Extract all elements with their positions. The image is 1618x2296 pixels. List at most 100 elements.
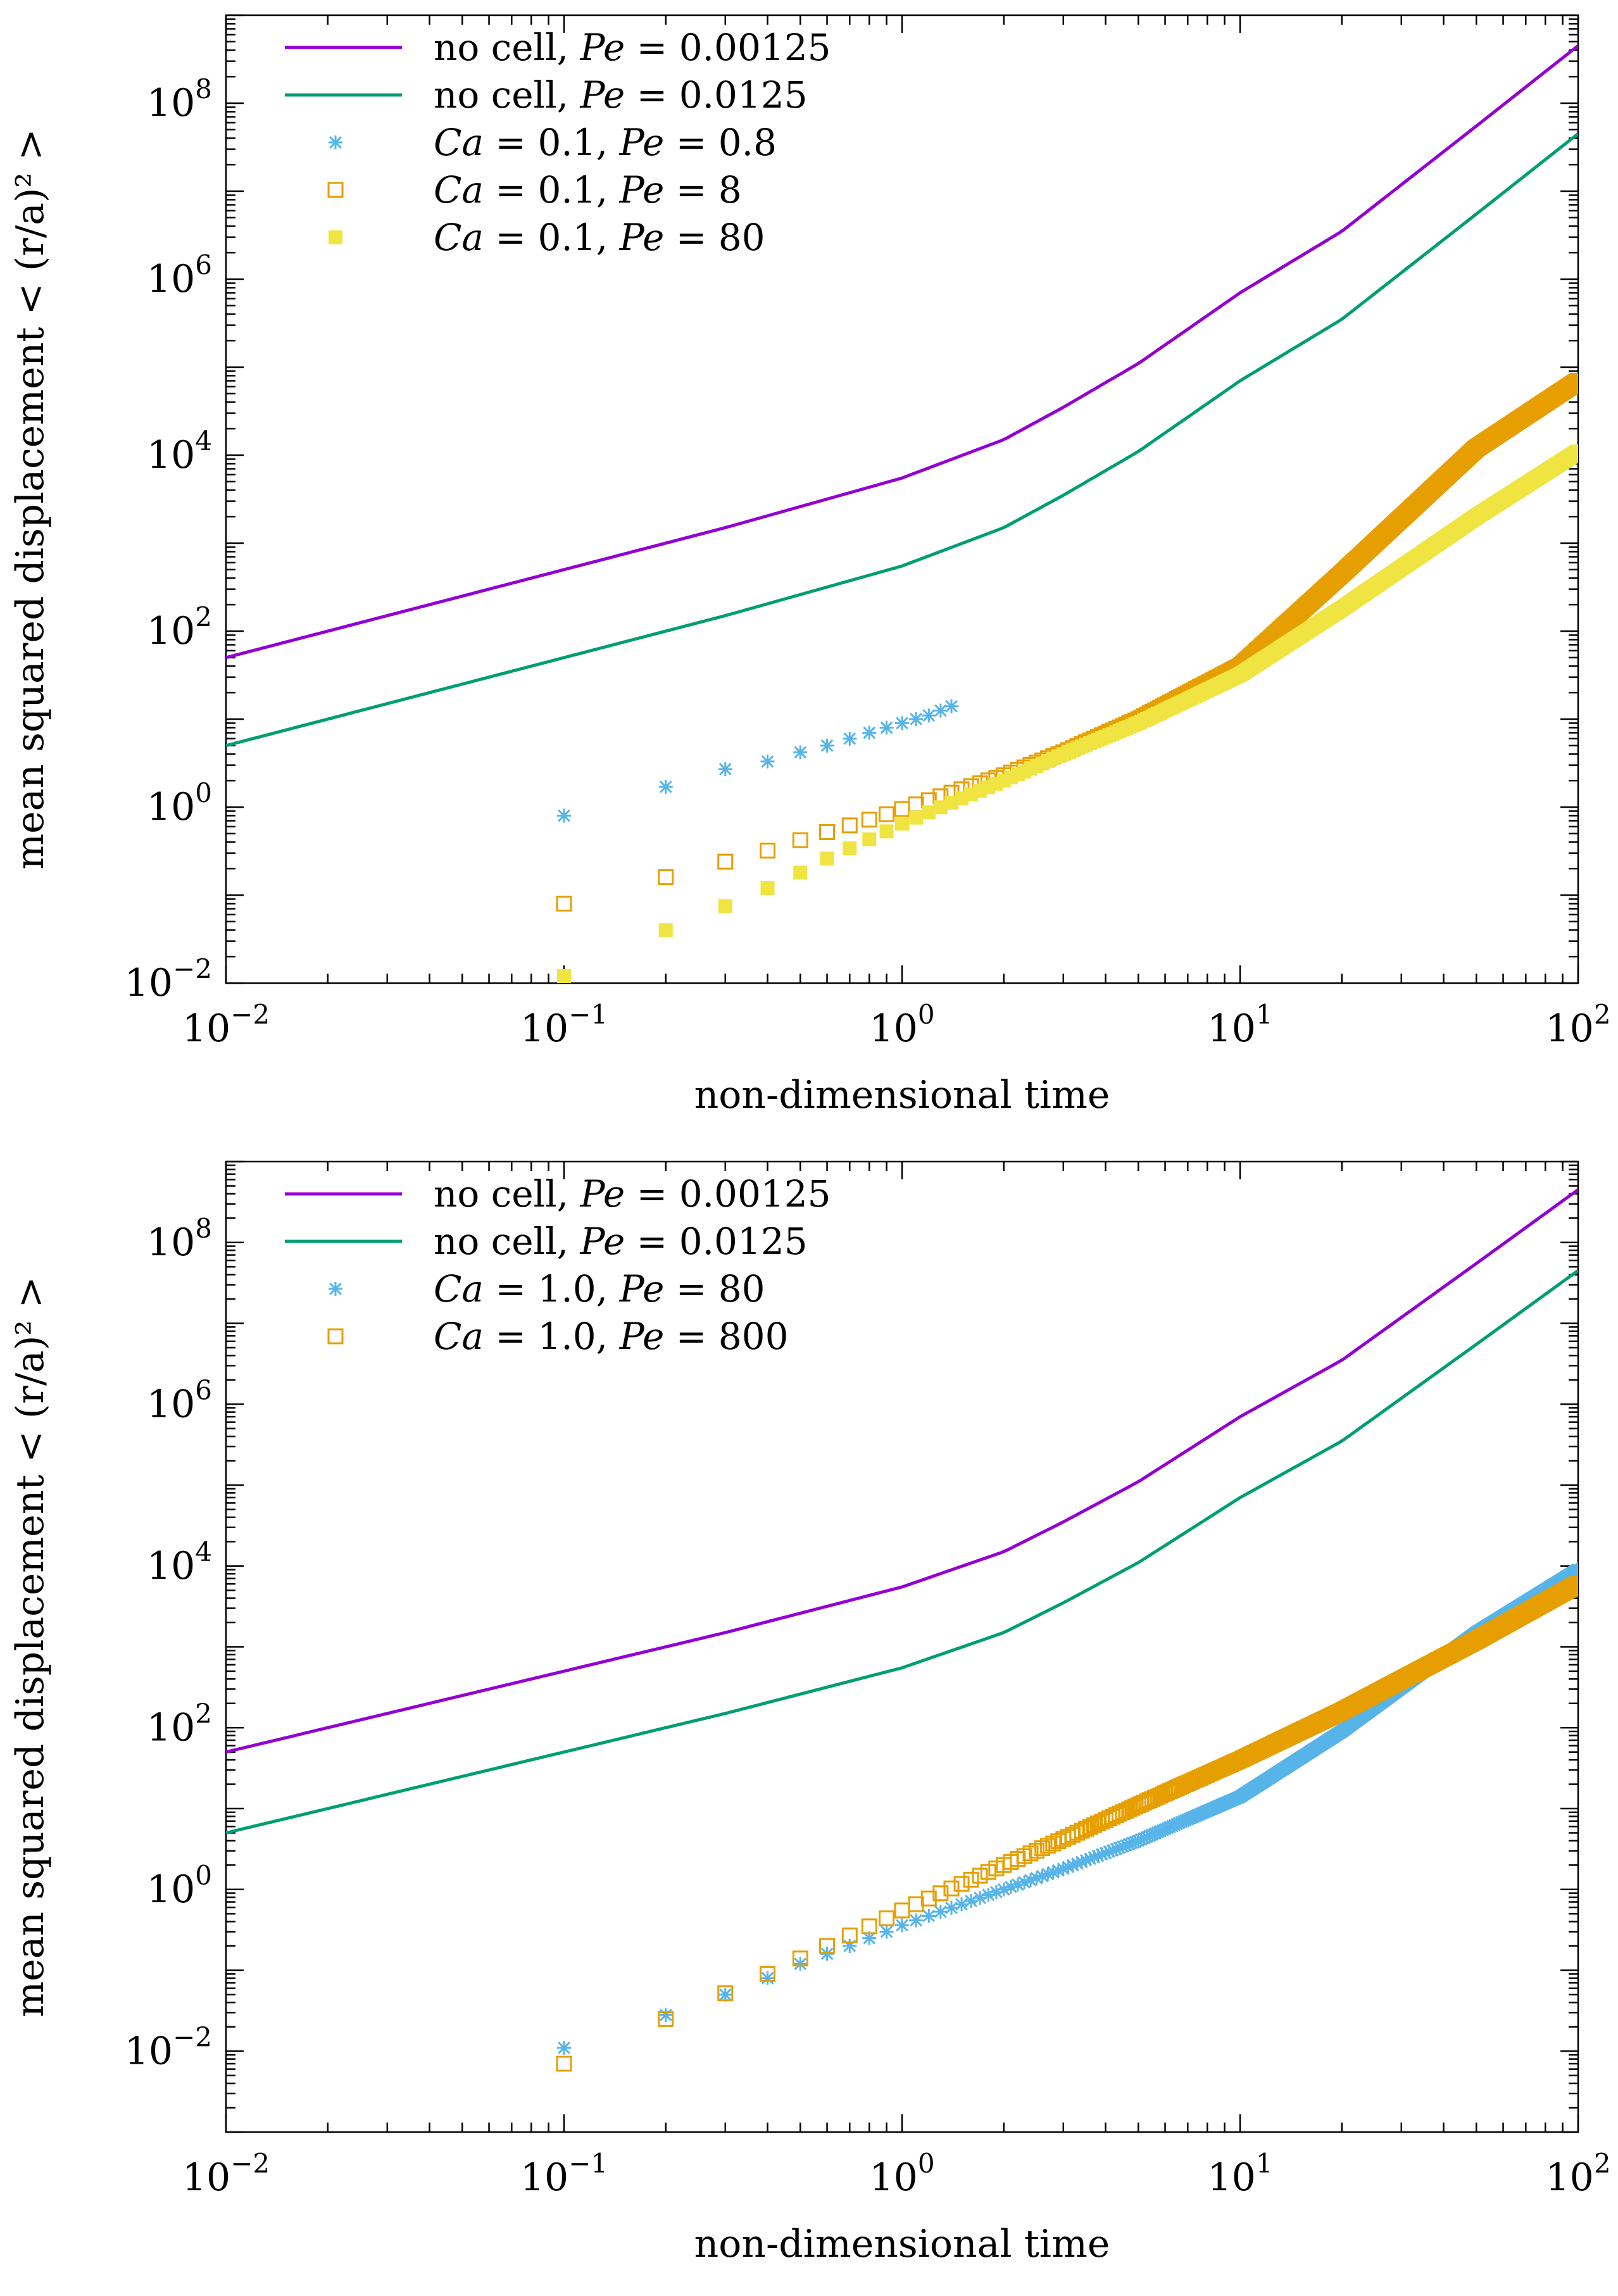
top-series-ca-0-1-pe-80-point xyxy=(793,866,807,880)
top-x-axis-label: non-dimensional time xyxy=(694,1073,1110,1117)
bottom-legend-entry-3-swatch xyxy=(329,1282,342,1296)
top-plot-frame xyxy=(226,15,1578,983)
top-x-tick-label: 101 xyxy=(1207,999,1272,1051)
bottom-y-tick-label: 106 xyxy=(147,1374,212,1426)
bottom-legend-entry-2-label: no cell, Pe = 0.0125 xyxy=(434,1220,808,1263)
bottom-series-ca-1-0-pe-80-point xyxy=(1571,1563,1585,1577)
top-series-ca-0-1-pe-8 xyxy=(557,374,1585,911)
bottom-x-axis-label: non-dimensional time xyxy=(694,2222,1110,2266)
bottom-series-ca-1-0-pe-800-point xyxy=(973,1869,987,1883)
bottom-series-ca-1-0-pe-800-point xyxy=(557,2057,571,2071)
bottom-legend-entry-4-label: Ca = 1.0, Pe = 800 xyxy=(434,1315,789,1358)
top-series-ca-0-1-pe-80-point xyxy=(718,899,732,913)
bottom-series-ca-1-0-pe-800-point xyxy=(944,1881,958,1895)
top-series-ca-0-1-pe-80-point xyxy=(1571,444,1585,458)
bottom-series xyxy=(226,1189,1585,2071)
bottom-series-ca-1-0-pe-800 xyxy=(557,1577,1585,2071)
top-series-ca-0-1-pe-0-8 xyxy=(557,699,958,823)
top-series-no-cell-pe-0-0125-line xyxy=(226,134,1578,746)
bottom-series-ca-1-0-pe-800-point xyxy=(955,1877,969,1891)
top-series xyxy=(226,46,1585,983)
top-y-tick-label: 102 xyxy=(147,601,212,653)
top-series-ca-0-1-pe-80-point xyxy=(761,881,775,895)
top-legend-entry-4-swatch xyxy=(329,183,342,197)
bottom-plot-frame xyxy=(226,1162,1578,2132)
top-x-tick-label: 100 xyxy=(869,999,934,1051)
bottom-legend-entry-4-swatch xyxy=(329,1329,342,1343)
top-series-ca-0-1-pe-8-point xyxy=(862,813,876,827)
top-x-tick-label: 10−2 xyxy=(182,999,270,1051)
top-series-ca-0-1-pe-8-point xyxy=(718,855,732,869)
top-series-ca-0-1-pe-0-8-point xyxy=(793,745,807,759)
bottom-series-ca-1-0-pe-80-point xyxy=(880,1925,894,1939)
bottom-ticks xyxy=(226,1162,1578,2132)
bottom-series-ca-1-0-pe-80-point xyxy=(934,1905,948,1919)
bottom-series-ca-1-0-pe-80-point xyxy=(659,2008,673,2022)
top-series-ca-0-1-pe-8-point xyxy=(761,844,775,858)
bottom-x-tick-label: 102 xyxy=(1545,2148,1610,2200)
top-series-ca-0-1-pe-80-point xyxy=(820,851,834,865)
bottom-y-tick-label: 102 xyxy=(147,1698,212,1750)
top-series-ca-0-1-pe-80-point xyxy=(895,817,909,831)
top-x-tick-label: 10−1 xyxy=(520,999,608,1051)
bottom-x-tick-label: 10−1 xyxy=(520,2148,608,2200)
bottom-x-tick-label: 100 xyxy=(869,2148,934,2200)
top-y-tick-label: 106 xyxy=(147,249,212,301)
bottom-series-ca-1-0-pe-80-point xyxy=(895,1918,909,1932)
bottom-series-no-cell-pe-0-0125-line xyxy=(226,1270,1578,1833)
bottom-y-axis-label: mean squared displacement < (r/a)² > xyxy=(8,1276,53,2017)
top-chart: 10−2 10−1 100 101 102 10−2 100 102 104 106 108 non-… xyxy=(0,0,1618,1146)
top-series-ca-0-1-pe-0-8-point xyxy=(909,712,923,726)
top-series-ca-0-1-pe-0-8-point xyxy=(944,699,958,713)
bottom-x-tick-label: 101 xyxy=(1207,2148,1272,2200)
top-y-tick-label: 100 xyxy=(147,777,212,829)
top-y-tick-label: 108 xyxy=(147,73,212,125)
top-legend-entry-3-swatch xyxy=(329,135,342,149)
top-series-ca-0-1-pe-80-point xyxy=(862,832,876,846)
top-y-tick-label: 10−2 xyxy=(125,953,212,1005)
top-series-ca-0-1-pe-0-8-point xyxy=(820,739,834,753)
top-series-ca-0-1-pe-8-point xyxy=(895,802,909,816)
top-series-ca-0-1-pe-80-point xyxy=(659,923,673,937)
bottom-series-ca-1-0-pe-800-point xyxy=(895,1904,909,1917)
top-series-ca-0-1-pe-8-point xyxy=(659,870,673,884)
top-series-ca-0-1-pe-0-8-point xyxy=(761,755,775,768)
bottom-series-ca-1-0-pe-80-point xyxy=(557,2041,571,2055)
top-y-axis-label: mean squared displacement < (r/a)² > xyxy=(8,129,53,870)
top-series-ca-0-1-pe-80-point xyxy=(880,824,894,838)
top-series-ca-0-1-pe-0-8-point xyxy=(880,720,894,734)
top-series-ca-0-1-pe-0-8-point xyxy=(718,762,732,776)
top-legend-entry-1-label: no cell, Pe = 0.00125 xyxy=(434,26,831,69)
top-chart-svg: 10−2 10−1 100 101 102 10−2 100 102 104 106 108 non-… xyxy=(0,0,1618,1146)
bottom-legend-entry-3-label: Ca = 1.0, Pe = 80 xyxy=(434,1267,765,1310)
bottom-legend: no cell, Pe = 0.00125 no cell, Pe = 0.012… xyxy=(285,1172,831,1358)
bottom-y-tick-label: 104 xyxy=(147,1536,212,1588)
bottom-series-ca-1-0-pe-80-point xyxy=(944,1901,958,1915)
top-series-ca-0-1-pe-0-8-point xyxy=(557,808,571,822)
top-series-ca-0-1-pe-8-point xyxy=(843,819,856,832)
top-series-ca-0-1-pe-8-point xyxy=(793,833,807,847)
top-series-ca-0-1-pe-0-8-point xyxy=(895,716,909,730)
bottom-y-tick-label: 10−2 xyxy=(125,2021,212,2073)
bottom-legend-entry-1-label: no cell, Pe = 0.00125 xyxy=(434,1172,831,1215)
top-series-ca-0-1-pe-80 xyxy=(557,444,1585,983)
top-legend-entry-5-swatch xyxy=(329,230,342,244)
top-series-ca-0-1-pe-0-8-point xyxy=(843,732,856,746)
top-y-tick-label: 104 xyxy=(147,425,212,477)
bottom-series-ca-1-0-pe-80-point xyxy=(909,1914,923,1928)
bottom-series-ca-1-0-pe-80-point xyxy=(761,1971,775,1985)
top-legend-entry-5-label: Ca = 0.1, Pe = 80 xyxy=(434,216,765,259)
bottom-series-ca-1-0-pe-800-point xyxy=(964,1873,978,1886)
bottom-series-ca-1-0-pe-80-point xyxy=(843,1939,856,1953)
top-series-ca-0-1-pe-8-point xyxy=(820,825,834,839)
bottom-y-tick-label: 100 xyxy=(147,1860,212,1912)
bottom-series-ca-1-0-pe-800-point xyxy=(880,1911,894,1925)
top-x-tick-label: 102 xyxy=(1545,999,1610,1051)
bottom-series-ca-1-0-pe-800-point xyxy=(981,1865,995,1879)
top-series-ca-0-1-pe-80-point xyxy=(557,969,571,983)
top-series-ca-0-1-pe-80-point xyxy=(843,841,856,855)
top-series-ca-0-1-pe-0-8-point xyxy=(862,726,876,740)
